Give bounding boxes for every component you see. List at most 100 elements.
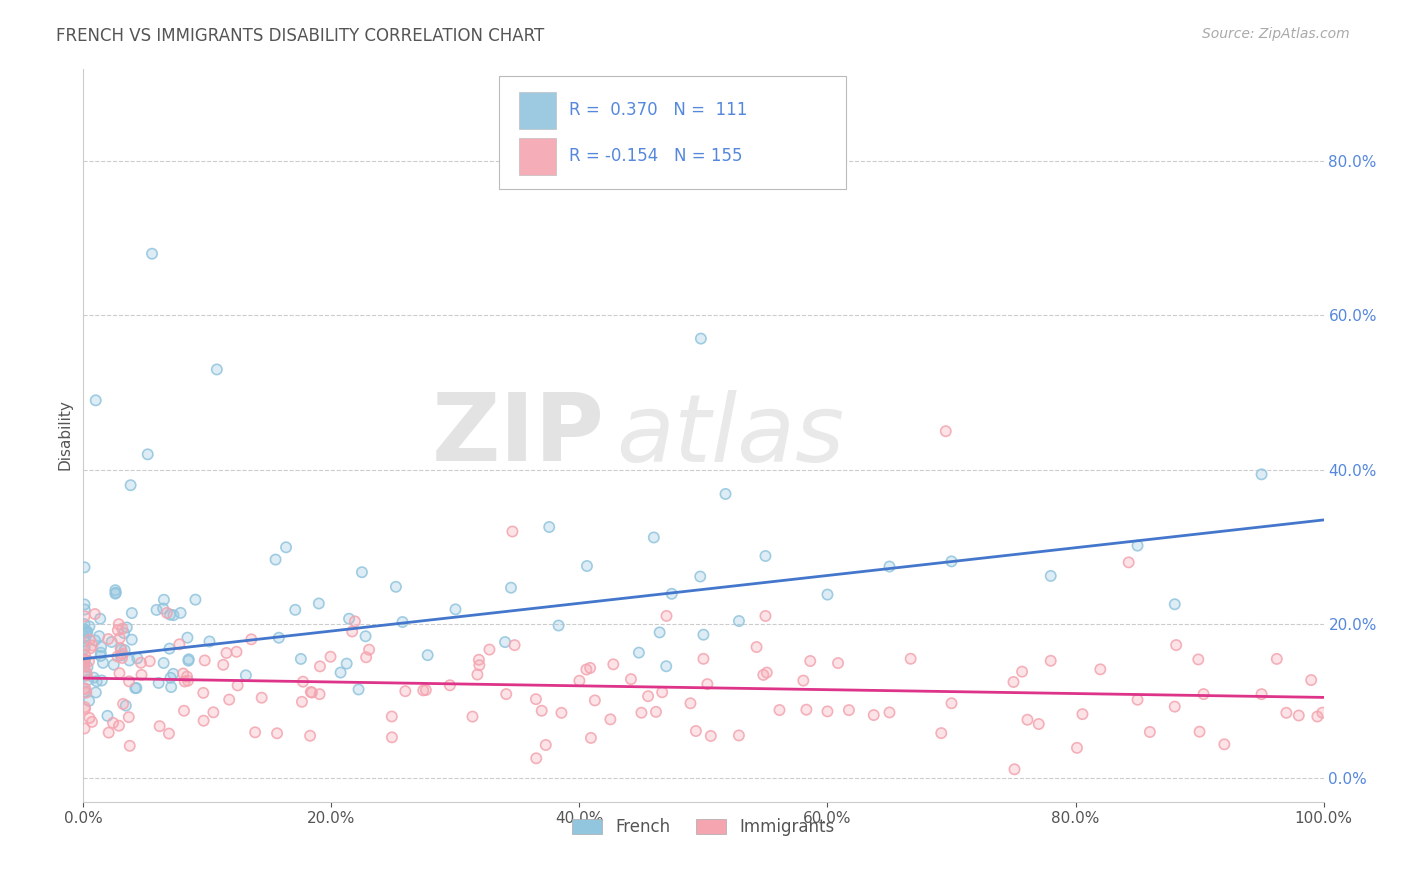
Point [84,393,107,408]
Point [700,729,723,743]
Point [579,731,602,745]
Point [1164,699,1187,714]
Point [941,554,963,568]
Point [862,708,884,723]
Point [467,667,489,681]
Point [1275,706,1298,720]
Point [935,424,957,438]
Point [645,705,668,719]
Point [73,684,96,698]
Point [205,362,228,376]
FancyBboxPatch shape [519,138,555,175]
Point [274,541,297,555]
Point [337,612,360,626]
Point [152,601,174,615]
Point [1250,467,1272,482]
Point [184,592,207,607]
Point [124,681,146,696]
Point [152,601,174,615]
Point [1306,709,1329,723]
Point [73,623,96,637]
Point [838,703,860,717]
Point [100,635,122,649]
Point [107,649,129,664]
Point [799,654,821,668]
Point [1011,665,1033,679]
Point [827,656,849,670]
Point [100,635,122,649]
Point [929,726,952,740]
Point [583,693,606,707]
Point [799,654,821,668]
Point [177,652,200,666]
Point [291,695,314,709]
Point [104,585,127,599]
Point [75,668,97,682]
Point [568,673,591,688]
Point [329,665,352,680]
Point [114,698,136,713]
Point [111,651,134,665]
Y-axis label: Disability: Disability [58,400,72,470]
Point [75,624,97,639]
Point [796,703,818,717]
Point [97,632,120,646]
Point [176,631,198,645]
Point [156,606,179,620]
Point [1310,706,1333,720]
Point [651,685,673,699]
Point [111,651,134,665]
Point [153,592,176,607]
Point [169,606,191,620]
Point [91,656,114,670]
Point [685,724,707,739]
Point [73,700,96,714]
Point [145,603,167,617]
Point [73,648,96,662]
Point [583,693,606,707]
Point [112,697,135,711]
Point [139,654,162,668]
Point [1288,708,1310,723]
Point [75,668,97,682]
Point [84,633,107,648]
Point [524,692,547,706]
Point [412,683,434,698]
Point [879,559,901,574]
Point [350,565,373,579]
Point [73,653,96,667]
Point [89,612,111,626]
Point [89,612,111,626]
Point [299,729,322,743]
Point [524,751,547,765]
Point [79,711,101,725]
Point [354,629,377,643]
Point [1126,539,1149,553]
Point [575,663,598,677]
Point [319,649,342,664]
Point [1250,467,1272,482]
Point [89,629,111,643]
Point [177,654,200,668]
Point [494,635,516,649]
Point [630,706,652,720]
Point [862,708,884,723]
Point [84,685,107,699]
Point [73,684,96,698]
Point [1301,673,1323,687]
Point [935,424,957,438]
Point [79,711,101,725]
Point [159,641,181,656]
Point [1306,709,1329,723]
Point [114,698,136,713]
Point [728,614,751,628]
Text: atlas: atlas [617,390,845,481]
Point [1071,707,1094,722]
Point [193,686,215,700]
Point [1011,665,1033,679]
Point [96,709,118,723]
Point [169,637,191,651]
Point [1213,737,1236,751]
Point [1090,662,1112,676]
Point [385,580,408,594]
